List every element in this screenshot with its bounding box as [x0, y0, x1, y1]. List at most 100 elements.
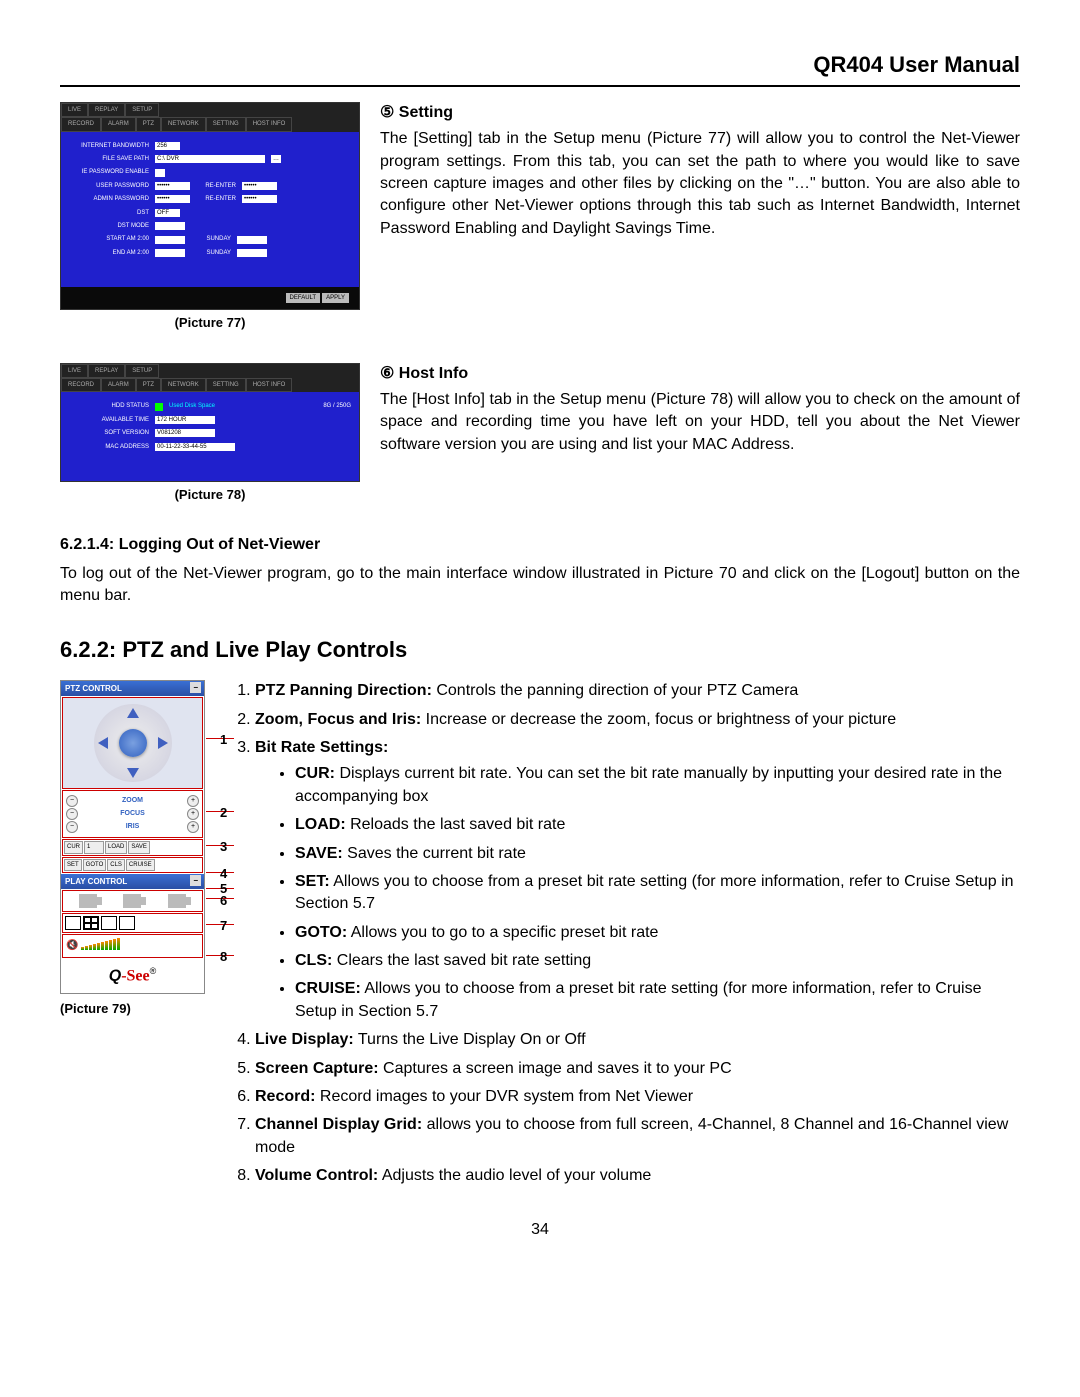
row-val: V081208: [155, 429, 215, 437]
set-btn: SET: [64, 859, 82, 871]
row-label: START AM 2:00: [69, 235, 149, 243]
row-val: ••••••: [242, 182, 277, 190]
row-label: IE PASSWORD ENABLE: [69, 168, 149, 176]
plus-icon: +: [187, 808, 199, 820]
collapse-icon: −: [190, 875, 201, 886]
row-val: ••••••: [155, 195, 190, 203]
picture-78-caption: (Picture 78): [60, 486, 360, 504]
ss77-subtab: HOST INFO: [246, 117, 293, 131]
ptz-sub-item: GOTO: Allows you to go to a specific pre…: [295, 922, 1020, 944]
callout-6: 6: [220, 892, 227, 910]
minus-icon: −: [66, 795, 78, 807]
logout-body: To log out of the Net-Viewer program, go…: [60, 563, 1020, 608]
zfi-box: −ZOOM+ −FOCUS+ −IRIS+: [62, 790, 203, 838]
row-val: [237, 249, 267, 257]
hostinfo-title: ⑥ Host Info: [380, 363, 1020, 385]
grid-box: [62, 913, 203, 933]
camera-icon: [79, 894, 97, 908]
setting-body: The [Setting] tab in the Setup menu (Pic…: [380, 128, 1020, 240]
ss77-tab: REPLAY: [88, 103, 125, 117]
setting-section: LIVE REPLAY SETUP RECORD ALARM PTZ NETWO…: [60, 102, 1020, 333]
row-label: SUNDAY: [191, 235, 231, 243]
row-val: 00-11-22-33-44-55: [155, 443, 235, 451]
arrow-down-icon: [127, 768, 139, 778]
ss77-tab: SETUP: [125, 103, 159, 117]
row-label: DST MODE: [69, 222, 149, 230]
callout-1: 1: [220, 731, 227, 749]
ptz-sub-item: CRUISE: Allows you to choose from a pres…: [295, 978, 1020, 1023]
ss78-sub: ALARM: [101, 378, 136, 392]
grid-9-icon: [101, 916, 117, 930]
collapse-icon: −: [190, 682, 201, 693]
ptz-list-item: PTZ Panning Direction: Controls the pann…: [255, 680, 1020, 702]
ptz-figure-row: PTZ CONTROL− −ZOOM+ −FOCUS+ −IRIS+ CUR 1…: [60, 680, 1020, 1193]
hostinfo-body: The [Host Info] tab in the Setup menu (P…: [380, 389, 1020, 456]
row-label: ADMIN PASSWORD: [69, 195, 149, 203]
ptz-list-item: Zoom, Focus and Iris: Increase or decrea…: [255, 709, 1020, 731]
browse-btn: …: [271, 155, 281, 163]
ptz-list-item: Screen Capture: Captures a screen image …: [255, 1058, 1020, 1080]
hostinfo-section: LIVE REPLAY SETUP RECORD ALARM PTZ NETWO…: [60, 363, 1020, 505]
callout-3: 3: [220, 838, 227, 856]
ptz-head: 6.2.2: PTZ and Live Play Controls: [60, 635, 1020, 666]
plus-icon: +: [187, 795, 199, 807]
ptz-sub-item: SAVE: Saves the current bit rate: [295, 843, 1020, 865]
row-label: USER PASSWORD: [69, 182, 149, 190]
ptz-list-item: Volume Control: Adjusts the audio level …: [255, 1165, 1020, 1187]
qsee-logo: Q-See®: [61, 959, 204, 994]
arrow-right-icon: [158, 737, 168, 749]
zoom-label: ZOOM: [122, 796, 143, 806]
row-label: HDD STATUS: [69, 402, 149, 410]
play-icons-box: [62, 890, 203, 912]
row-val: 256: [155, 142, 180, 150]
row-val: OFF: [155, 209, 180, 217]
plus-icon: +: [187, 821, 199, 833]
callout-2: 2: [220, 804, 227, 822]
minus-icon: −: [66, 821, 78, 833]
camera-icon: [168, 894, 186, 908]
rate-row-2: SET GOTO CLS CRUISE: [62, 857, 203, 873]
focus-label: FOCUS: [120, 809, 145, 819]
page-number: 34: [60, 1219, 1020, 1241]
callout-8: 8: [220, 948, 227, 966]
ptz-sub-item: CLS: Clears the last saved bit rate sett…: [295, 950, 1020, 972]
row-val: ••••••: [155, 182, 190, 190]
ss78-tab: LIVE: [61, 364, 88, 378]
row-label: SOFT VERSION: [69, 429, 149, 437]
minus-icon: −: [66, 808, 78, 820]
ss78-sub: NETWORK: [161, 378, 206, 392]
picture-77: LIVE REPLAY SETUP RECORD ALARM PTZ NETWO…: [60, 102, 360, 311]
ptz-sub-item: SET: Allows you to choose from a preset …: [295, 871, 1020, 916]
ss78-tab: REPLAY: [88, 364, 125, 378]
ss77-subtab: PTZ: [136, 117, 161, 131]
row-val: 172 HOUR: [155, 416, 215, 424]
row-label: RE-ENTER: [196, 182, 236, 190]
led-icon: [155, 403, 163, 411]
logo-see: -See: [121, 967, 149, 984]
picture-78: LIVE REPLAY SETUP RECORD ALARM PTZ NETWO…: [60, 363, 360, 482]
camera-icon: [123, 894, 141, 908]
rate-row-1: CUR 1 LOAD SAVE: [62, 839, 203, 855]
ptz-list: PTZ Panning Direction: Controls the pann…: [233, 680, 1020, 1193]
logo-q: Q: [109, 967, 121, 984]
setting-title: ⑤ Setting: [380, 102, 1020, 124]
apply-btn: APPLY: [322, 293, 349, 303]
load-btn: LOAD: [105, 841, 127, 853]
dpad-box: [62, 697, 203, 789]
row-right: 8G / 250G: [323, 402, 351, 410]
row-label: DST: [69, 209, 149, 217]
marker-6: ⑥: [380, 365, 394, 382]
cur-label: CUR: [64, 841, 83, 853]
cur-value: 1: [84, 841, 104, 853]
dpad-center: [119, 729, 147, 757]
ptz-list-item: Channel Display Grid: allows you to choo…: [255, 1114, 1020, 1159]
row-label: END AM 2:00: [69, 249, 149, 257]
ss78-tab: SETUP: [125, 364, 159, 378]
picture-79: PTZ CONTROL− −ZOOM+ −FOCUS+ −IRIS+ CUR 1…: [60, 680, 205, 994]
page-header: QR404 User Manual: [60, 50, 1020, 87]
row-label: SUNDAY: [191, 249, 231, 257]
ss77-subtab: RECORD: [61, 117, 101, 131]
title-text: Setting: [399, 104, 453, 121]
row-label: FILE SAVE PATH: [69, 155, 149, 163]
callout-7: 7: [220, 917, 227, 935]
